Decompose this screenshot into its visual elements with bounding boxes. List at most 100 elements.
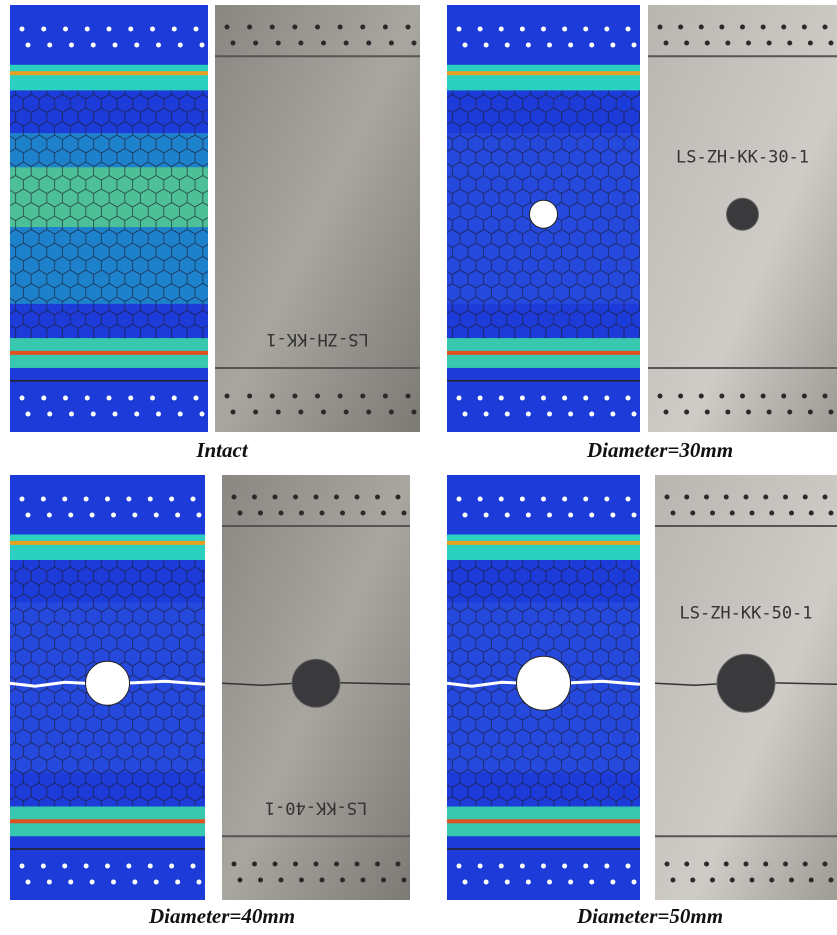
bolt-hole (107, 27, 112, 32)
bolt-hole (361, 878, 366, 883)
bolt-hole (761, 25, 766, 30)
caption: Intact (195, 438, 249, 462)
bolt-hole (231, 410, 236, 415)
bolt-hole (541, 396, 546, 401)
bolt-hole (744, 495, 749, 500)
bolt-hole (172, 27, 177, 32)
bolt-hole (321, 41, 326, 46)
bolt-hole (298, 41, 303, 46)
bolt-hole (47, 513, 52, 518)
bolt-hole (238, 511, 243, 516)
bolt-hole (154, 513, 159, 518)
bolt-hole (808, 41, 813, 46)
bolt-hole (750, 511, 755, 516)
bolt-hole (724, 862, 729, 867)
bolt-hole (134, 43, 139, 48)
cutout (86, 661, 130, 705)
bolt-hole (632, 43, 637, 48)
stress-band (447, 65, 640, 91)
bolt-hole (684, 410, 689, 415)
bolt-hole (84, 497, 89, 502)
bolt-hole (583, 27, 588, 32)
bolt-hole (375, 495, 380, 500)
bolt-hole (829, 511, 834, 516)
bolt-hole (63, 27, 68, 32)
bolt-hole (457, 497, 462, 502)
bolt-hole (85, 27, 90, 32)
bolt-hole (547, 513, 552, 518)
bolt-hole (829, 878, 834, 883)
bolt-hole (789, 511, 794, 516)
bolt-hole (178, 412, 183, 417)
bolt-hole (684, 495, 689, 500)
bolt-hole (383, 25, 388, 30)
bolt-hole (763, 495, 768, 500)
stress-band (447, 535, 640, 561)
bolt-hole (366, 410, 371, 415)
bolt-hole (562, 396, 567, 401)
bolt-hole (20, 396, 25, 401)
bolt-hole (767, 41, 772, 46)
bolt-hole (684, 862, 689, 867)
bolt-hole (169, 497, 174, 502)
bolt-hole (678, 25, 683, 30)
bolt-hole (126, 864, 131, 869)
bolt-hole (604, 27, 609, 32)
bolt-hole (520, 27, 525, 32)
bolt-hole (132, 513, 137, 518)
bolt-hole (505, 412, 510, 417)
bolt-hole (225, 394, 230, 399)
bolt-hole (823, 495, 828, 500)
bolt-hole (361, 511, 366, 516)
bolt-hole (678, 394, 683, 399)
bolt-hole (829, 41, 834, 46)
bolt-hole (499, 396, 504, 401)
bolt-hole (375, 862, 380, 867)
bolt-hole (705, 410, 710, 415)
bolt-hole (568, 412, 573, 417)
bolt-hole (484, 513, 489, 518)
bolt-hole (610, 43, 615, 48)
caption: Diameter=30mm (586, 438, 733, 462)
bolt-hole (719, 25, 724, 30)
bolt-hole (383, 394, 388, 399)
bolt-hole (247, 25, 252, 30)
bolt-hole (47, 43, 52, 48)
bolt-hole (710, 511, 715, 516)
bolt-hole (412, 41, 417, 46)
bolt-hole (293, 862, 298, 867)
stress-band (10, 351, 208, 355)
bolt-hole (26, 880, 31, 885)
bolt-hole (197, 880, 202, 885)
bolt-hole (463, 43, 468, 48)
bolt-hole (355, 862, 360, 867)
bolt-hole (62, 864, 67, 869)
specimen-label: LS-KK-40-1 (265, 797, 367, 817)
bolt-hole (463, 513, 468, 518)
bolt-hole (705, 41, 710, 46)
bolt-hole (258, 878, 263, 883)
bolt-hole (381, 511, 386, 516)
bolt-hole (315, 394, 320, 399)
bolt-hole (769, 878, 774, 883)
bolt-hole (626, 864, 631, 869)
bolt-hole (154, 880, 159, 885)
bolt-hole (200, 412, 205, 417)
bolt-hole (270, 25, 275, 30)
bolt-hole (360, 25, 365, 30)
bolt-hole (724, 495, 729, 500)
bolt-hole (238, 878, 243, 883)
bolt-hole (299, 511, 304, 516)
bolt-hole (610, 513, 615, 518)
bolt-hole (604, 497, 609, 502)
cutout (292, 659, 340, 707)
cutout (517, 656, 571, 710)
bolt-hole (41, 27, 46, 32)
bolt-hole (314, 495, 319, 500)
bolt-hole (69, 43, 74, 48)
stress-band (10, 71, 208, 75)
bolt-hole (463, 412, 468, 417)
bolt-hole (589, 43, 594, 48)
